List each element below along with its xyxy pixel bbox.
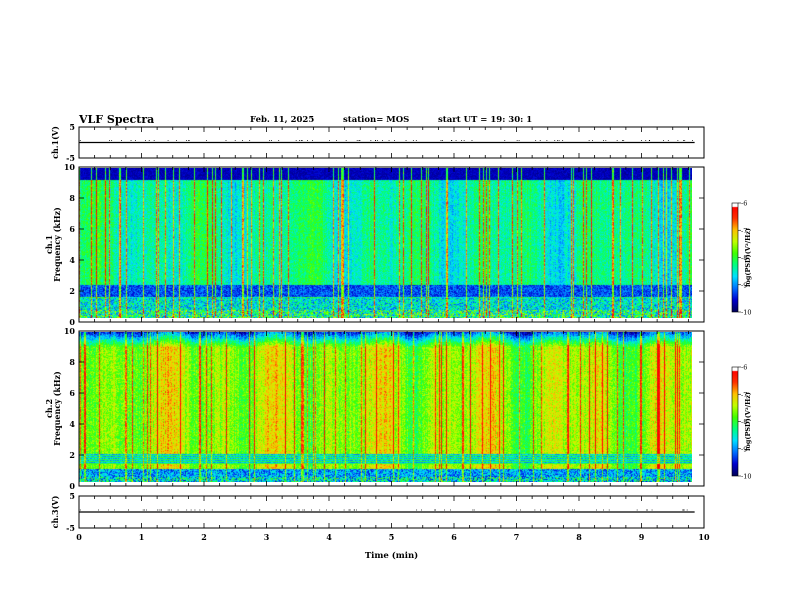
x-tick-label: 9	[639, 532, 645, 542]
x-tick-label: 1	[139, 532, 145, 542]
y-tick-label: 8	[69, 357, 75, 367]
start-time-label: start UT = 19: 30: 1	[438, 115, 533, 125]
y-tick-label: -5	[66, 523, 75, 533]
x-tick-label: 3	[264, 532, 270, 542]
colorbar-tick-label: -10	[741, 309, 751, 317]
x-tick-label: 4	[326, 532, 332, 542]
x-tick-label: 8	[576, 532, 582, 542]
y-axis-label: ch.2	[44, 399, 54, 418]
colorbar-tick-label: -9	[741, 281, 747, 289]
spectrogram-ch1-spectrogram	[79, 168, 692, 318]
colorbar-tick-label: -7	[741, 227, 747, 235]
y-tick-label: 5	[69, 491, 75, 501]
colorbar-label: log(PSD)(V²/Hz)	[744, 228, 752, 287]
y-tick-label: 10	[64, 326, 76, 336]
chart-title: VLF Spectra	[79, 113, 155, 126]
y-axis-label: ch.1(V)	[50, 126, 60, 159]
y-tick-label: 2	[69, 286, 75, 296]
colorbar-tick-label: -6	[741, 200, 747, 208]
y-tick-label: -5	[66, 153, 75, 163]
y-tick-label: 0	[69, 481, 75, 491]
colorbar-tick-label: -8	[741, 418, 747, 426]
y-tick-label: 4	[69, 255, 75, 265]
colorbar-label: log(PSD)(V²/Hz)	[744, 392, 752, 451]
x-tick-label: 5	[389, 532, 395, 542]
colorbar-tick-label: -10	[741, 473, 751, 481]
y-axis-label: Frequency (kHz)	[52, 207, 62, 282]
y-tick-label: 6	[69, 388, 75, 398]
y-axis-label: Frequency (kHz)	[52, 371, 62, 446]
x-tick-label: 7	[514, 532, 520, 542]
y-tick-label: 0	[69, 317, 75, 327]
colorbar	[732, 367, 738, 476]
colorbar	[732, 203, 738, 312]
x-tick-label: 2	[201, 532, 207, 542]
y-axis-label: ch.1	[44, 235, 54, 254]
y-tick-label: 2	[69, 450, 75, 460]
spectrogram-ch2-spectrogram	[79, 332, 692, 482]
x-axis-label: Time (min)	[365, 550, 418, 561]
y-tick-label: 5	[69, 122, 75, 132]
y-axis-label: ch.3(V)	[50, 495, 60, 528]
date-label: Feb. 11, 2025	[250, 115, 315, 125]
colorbar-tick-label: -7	[741, 391, 747, 399]
colorbar-tick-label: -8	[741, 254, 747, 262]
station-label: station= MOS	[343, 115, 410, 125]
x-tick-label: 0	[76, 532, 82, 542]
y-tick-label: 4	[69, 419, 75, 429]
y-tick-label: 10	[64, 162, 76, 172]
x-tick-label: 10	[698, 532, 710, 542]
colorbar-tick-label: -9	[741, 445, 747, 453]
y-tick-label: 6	[69, 224, 75, 234]
colorbar-tick-label: -6	[741, 364, 747, 372]
y-tick-label: 8	[69, 193, 75, 203]
x-tick-label: 6	[451, 532, 457, 542]
